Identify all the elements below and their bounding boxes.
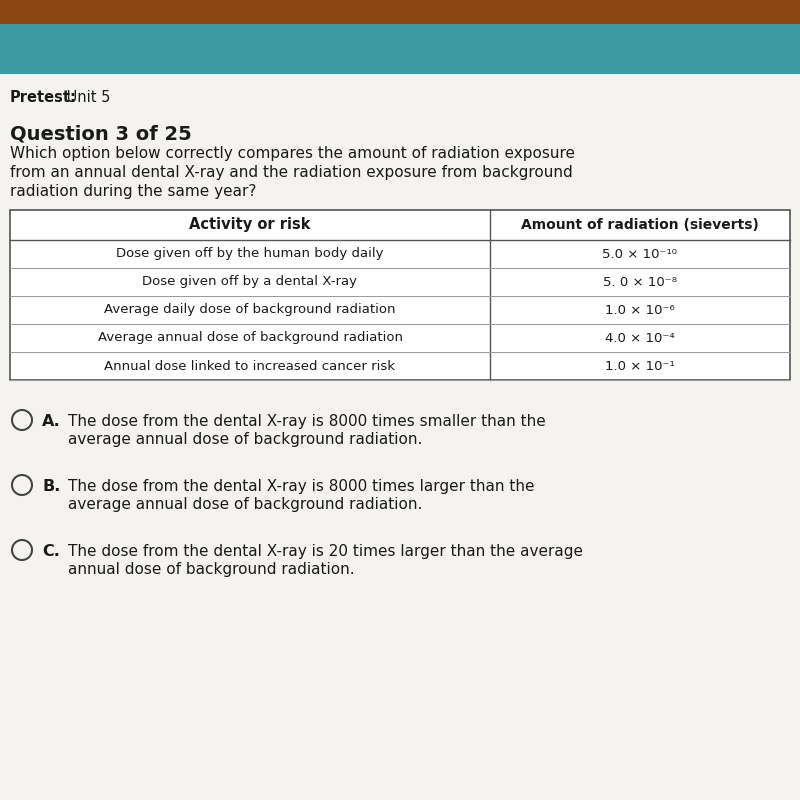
Text: 5.0 × 10⁻¹⁰: 5.0 × 10⁻¹⁰ xyxy=(602,247,678,261)
Text: annual dose of background radiation.: annual dose of background radiation. xyxy=(68,562,354,577)
Text: Annual dose linked to increased cancer risk: Annual dose linked to increased cancer r… xyxy=(105,359,395,373)
Text: 4.0 × 10⁻⁴: 4.0 × 10⁻⁴ xyxy=(605,331,675,345)
Text: Unit 5: Unit 5 xyxy=(62,90,110,105)
Text: The dose from the dental X-ray is 8000 times smaller than the: The dose from the dental X-ray is 8000 t… xyxy=(68,414,546,429)
Bar xyxy=(0,0,800,24)
Bar xyxy=(0,24,800,74)
Bar xyxy=(10,210,790,380)
Text: Which option below correctly compares the amount of radiation exposure: Which option below correctly compares th… xyxy=(10,146,575,161)
Text: 5. 0 × 10⁻⁸: 5. 0 × 10⁻⁸ xyxy=(603,275,677,289)
Text: from an annual dental X-ray and the radiation exposure from background: from an annual dental X-ray and the radi… xyxy=(10,165,573,180)
Text: Average annual dose of background radiation: Average annual dose of background radiat… xyxy=(98,331,402,345)
Text: radiation during the same year?: radiation during the same year? xyxy=(10,184,256,199)
Text: Activity or risk: Activity or risk xyxy=(190,218,310,233)
Text: Pretest:: Pretest: xyxy=(10,90,77,105)
Text: average annual dose of background radiation.: average annual dose of background radiat… xyxy=(68,497,422,512)
Text: 1.0 × 10⁻¹: 1.0 × 10⁻¹ xyxy=(605,359,675,373)
Text: The dose from the dental X-ray is 20 times larger than the average: The dose from the dental X-ray is 20 tim… xyxy=(68,544,583,559)
Text: 1.0 × 10⁻⁶: 1.0 × 10⁻⁶ xyxy=(605,303,675,317)
Text: The dose from the dental X-ray is 8000 times larger than the: The dose from the dental X-ray is 8000 t… xyxy=(68,479,534,494)
Text: average annual dose of background radiation.: average annual dose of background radiat… xyxy=(68,432,422,447)
Text: Average daily dose of background radiation: Average daily dose of background radiati… xyxy=(104,303,396,317)
Text: A.: A. xyxy=(42,414,61,429)
Text: Dose given off by a dental X-ray: Dose given off by a dental X-ray xyxy=(142,275,358,289)
Text: C.: C. xyxy=(42,544,60,559)
Text: B.: B. xyxy=(42,479,60,494)
Text: Amount of radiation (sieverts): Amount of radiation (sieverts) xyxy=(521,218,759,232)
Text: Question 3 of 25: Question 3 of 25 xyxy=(10,124,192,143)
Text: Dose given off by the human body daily: Dose given off by the human body daily xyxy=(116,247,384,261)
